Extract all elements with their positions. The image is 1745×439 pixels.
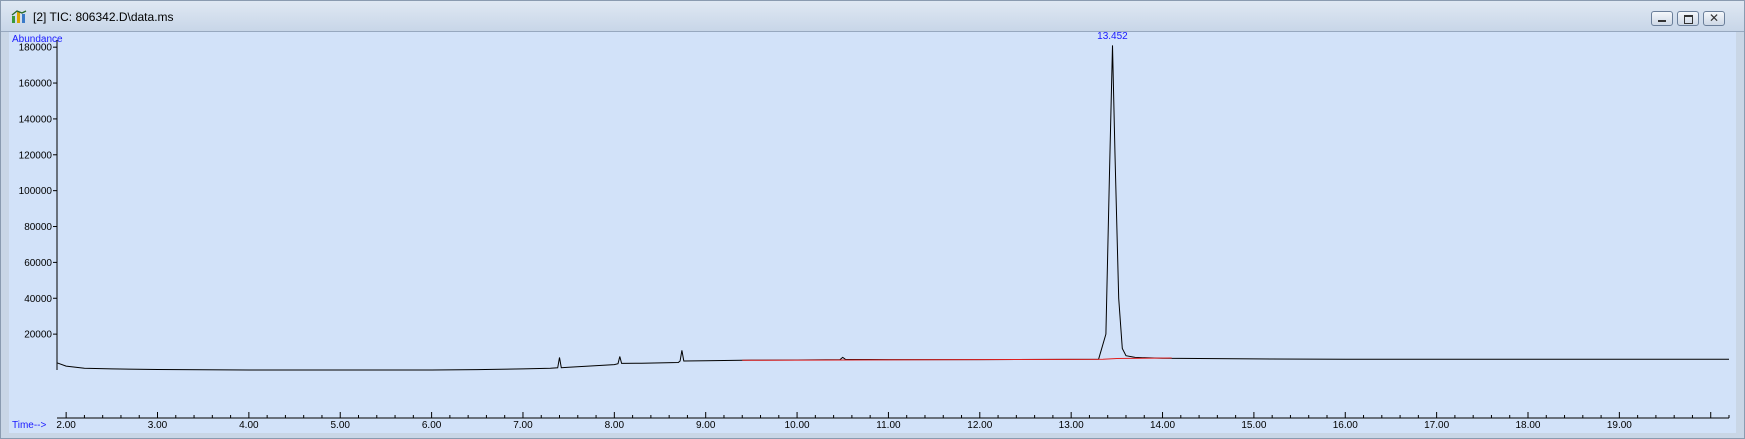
close-icon: ✕ (1709, 11, 1720, 25)
x-tick-label: 15.00 (1241, 420, 1266, 431)
x-axis-label: Time--> (12, 420, 47, 431)
y-tick-label: 80000 (24, 222, 52, 233)
y-tick-label: 60000 (24, 258, 52, 269)
x-tick-label: 17.00 (1424, 420, 1449, 431)
x-tick-label: 12.00 (967, 420, 992, 431)
x-tick-label: 11.00 (876, 420, 901, 431)
x-tick-label: 16.00 (1333, 420, 1358, 431)
x-tick-label: 5.00 (331, 420, 351, 431)
restore-icon (1684, 15, 1693, 24)
chromatogram-plot: 20000 40000 60000 80000 100000 120000 140000 16… (9, 32, 1736, 433)
x-tick-label: 10.00 (785, 420, 810, 431)
window-title: [2] TIC: 806342.D\data.ms (33, 10, 174, 24)
minimize-button[interactable] (1651, 11, 1673, 26)
x-tick-label: 9.00 (696, 420, 716, 431)
x-tick-label: 19.00 (1607, 420, 1632, 431)
x-tick-label: 3.00 (148, 420, 168, 431)
x-tick-label: 2.00 (56, 420, 76, 431)
y-tick-label: 100000 (19, 186, 53, 197)
tic-trace (56, 45, 1729, 371)
app-icon (11, 10, 27, 23)
restore-button[interactable] (1677, 11, 1699, 26)
y-tick-label: 120000 (19, 150, 53, 161)
y-axis-label: Abundance (12, 34, 63, 45)
x-tick-label: 8.00 (605, 420, 625, 431)
chromatogram-chart: 20000 40000 60000 80000 100000 120000 140000 16… (12, 32, 1730, 431)
title-bar[interactable]: [2] TIC: 806342.D\data.ms ✕ (1, 1, 1744, 32)
y-tick-label: 160000 (19, 79, 53, 90)
x-tick-label: 18.00 (1515, 420, 1540, 431)
y-tick-label: 20000 (24, 330, 52, 341)
x-tick-label: 4.00 (239, 420, 259, 431)
minimize-icon (1658, 20, 1666, 22)
peak-baseline (742, 357, 1172, 361)
close-button[interactable]: ✕ (1703, 11, 1725, 26)
x-tick-label: 7.00 (513, 420, 533, 431)
x-tick-label: 6.00 (422, 420, 442, 431)
y-tick-label: 140000 (19, 114, 53, 125)
peak-label: 13.452 (1097, 32, 1128, 42)
x-tick-label: 14.00 (1150, 420, 1175, 431)
x-tick-label: 13.00 (1059, 420, 1084, 431)
y-tick-label: 40000 (24, 294, 52, 305)
y-tick-label: 180000 (19, 43, 53, 54)
